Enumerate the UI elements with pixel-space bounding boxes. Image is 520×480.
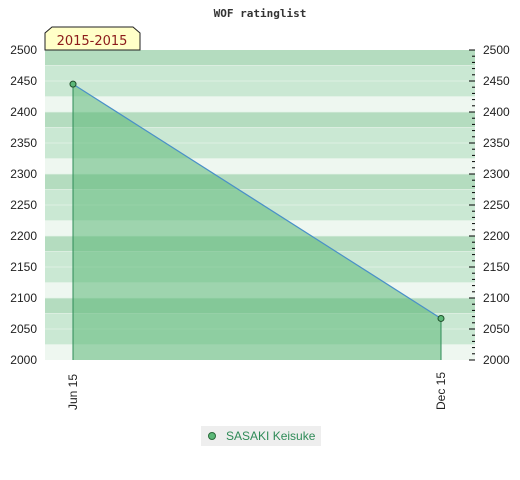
y-axis-left: 2000 2050 2100 2150 2200 2250 2300 2350 2400 2450…: [10, 43, 37, 367]
y-tick-label-left: 2150: [10, 260, 37, 274]
legend[interactable]: SASAKI Keisuke: [201, 426, 321, 446]
x-tick-label: Jun 15: [66, 374, 80, 410]
y-tick-label-right: 2100: [483, 291, 510, 305]
series-area-fill: [73, 84, 441, 360]
y-tick-label-left: 2350: [10, 136, 37, 150]
legend-box: [201, 426, 321, 446]
y-tick-label-right: 2250: [483, 198, 510, 212]
y-tick-label-left: 2400: [10, 105, 37, 119]
y-tick-label-right: 2500: [483, 43, 510, 57]
period-badge-shape: [44, 26, 141, 51]
y-tick-label-left: 2300: [10, 167, 37, 181]
background-band: [45, 50, 475, 66]
y-tick-label-left: 2050: [10, 322, 37, 336]
y-tick-label-right: 2000: [483, 353, 510, 367]
y-axis-right: 2000 2050 2100 2150 2200 2250 2300 2350 2400 2450…: [469, 43, 510, 367]
y-tick-label-left: 2100: [10, 291, 37, 305]
background-band: [45, 96, 475, 112]
data-point[interactable]: [69, 80, 77, 88]
x-tick-label: Dec 15: [434, 372, 448, 410]
series-markers: [69, 80, 445, 322]
x-axis: Jun 15 Dec 15: [66, 372, 448, 410]
y-tick-label-left: 2000: [10, 353, 37, 367]
y-tick-label-right: 2050: [483, 322, 510, 336]
data-point[interactable]: [437, 314, 445, 322]
series-line: [72, 83, 442, 319]
y-tick-label-right: 2200: [483, 229, 510, 243]
y-tick-label-left: 2200: [10, 229, 37, 243]
legend-item-sasaki-keisuke[interactable]: SASAKI Keisuke: [226, 429, 316, 443]
y-tick-label-right: 2400: [483, 105, 510, 119]
period-badge-text: 2015-2015: [57, 34, 128, 49]
y-tick-label-right: 2450: [483, 74, 510, 88]
y-tick-label-right: 2350: [483, 136, 510, 150]
background-band: [45, 112, 475, 128]
chart-title: WOF ratinglist: [214, 7, 307, 20]
legend-marker-icon: [208, 432, 216, 440]
background-band: [45, 81, 475, 97]
period-badge: 2015-2015: [44, 26, 141, 51]
y-tick-label-left: 2500: [10, 43, 37, 57]
y-tick-label-left: 2450: [10, 74, 37, 88]
background-band: [45, 65, 475, 81]
series-area: [72, 83, 442, 360]
y-tick-label-right: 2300: [483, 167, 510, 181]
y-tick-label-right: 2150: [483, 260, 510, 274]
y-tick-label-left: 2250: [10, 198, 37, 212]
